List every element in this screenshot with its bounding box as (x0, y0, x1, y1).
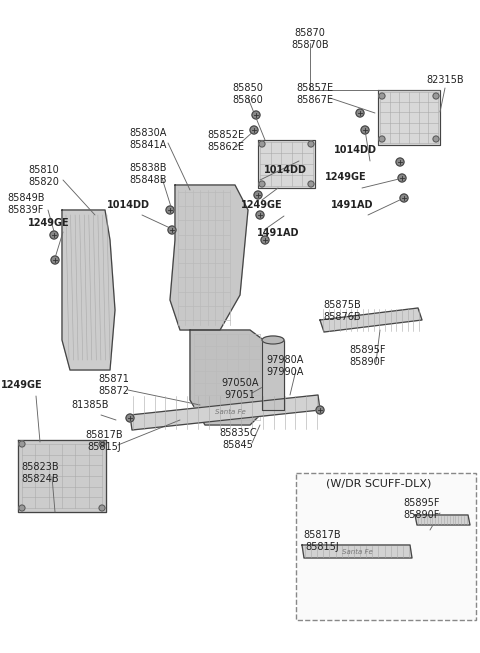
Circle shape (259, 141, 265, 147)
Text: 85835C
85845: 85835C 85845 (219, 428, 257, 450)
Circle shape (396, 158, 404, 166)
Circle shape (168, 226, 176, 234)
Text: 85895F
85890F: 85895F 85890F (350, 345, 386, 366)
Polygon shape (190, 330, 280, 425)
Text: 85830A
85841A: 85830A 85841A (129, 128, 167, 150)
Text: 1249GE: 1249GE (28, 218, 70, 228)
Text: 85895F
85890F: 85895F 85890F (404, 498, 440, 520)
Circle shape (51, 256, 59, 264)
Circle shape (398, 174, 406, 182)
Circle shape (99, 505, 105, 511)
Circle shape (308, 181, 314, 187)
Text: 1014DD: 1014DD (107, 200, 149, 210)
Text: 1249GE: 1249GE (1, 380, 43, 390)
Circle shape (433, 136, 439, 142)
Text: 1249GE: 1249GE (325, 172, 367, 182)
Circle shape (316, 406, 324, 414)
Text: 85852E
85862E: 85852E 85862E (207, 130, 245, 151)
Text: 85850
85860: 85850 85860 (233, 83, 264, 104)
Bar (262, 340, 284, 410)
Circle shape (19, 505, 25, 511)
Ellipse shape (262, 336, 284, 344)
Circle shape (166, 206, 174, 214)
Circle shape (99, 441, 105, 447)
Text: 85810
85820: 85810 85820 (29, 165, 60, 187)
Polygon shape (18, 440, 106, 512)
Text: 97050A
97051: 97050A 97051 (221, 378, 259, 400)
Text: 82315B: 82315B (426, 75, 464, 85)
Text: 85823B
85824B: 85823B 85824B (21, 462, 59, 484)
Circle shape (379, 136, 385, 142)
Text: 85871
85872: 85871 85872 (98, 374, 130, 396)
Text: 85838B
85848B: 85838B 85848B (129, 163, 167, 185)
Circle shape (50, 231, 58, 239)
Bar (296, 473, 476, 620)
Polygon shape (302, 545, 412, 558)
Text: 85849B
85839F: 85849B 85839F (7, 193, 45, 215)
Text: 1491AD: 1491AD (257, 228, 299, 238)
Text: 1014DD: 1014DD (334, 145, 376, 155)
Circle shape (379, 93, 385, 99)
Circle shape (433, 93, 439, 99)
Circle shape (308, 141, 314, 147)
Circle shape (250, 126, 258, 134)
Text: 81385B: 81385B (71, 400, 109, 410)
Polygon shape (62, 210, 115, 370)
Text: (W/DR SCUFF-DLX): (W/DR SCUFF-DLX) (326, 478, 432, 488)
Circle shape (259, 181, 265, 187)
Text: Santa Fe: Santa Fe (215, 409, 245, 415)
Text: 1249GE: 1249GE (241, 200, 283, 210)
Circle shape (361, 126, 369, 134)
Text: 85857E
85867E: 85857E 85867E (297, 83, 334, 104)
Circle shape (252, 111, 260, 119)
Text: 1491AD: 1491AD (331, 200, 373, 210)
Text: 85817B
85815J: 85817B 85815J (303, 530, 341, 552)
Circle shape (261, 236, 269, 244)
Text: 85875B
85876B: 85875B 85876B (323, 300, 361, 321)
Circle shape (356, 109, 364, 117)
Circle shape (400, 194, 408, 202)
Polygon shape (258, 140, 315, 188)
Circle shape (254, 191, 262, 199)
Polygon shape (378, 90, 440, 145)
Text: 97980A
97990A: 97980A 97990A (266, 355, 304, 377)
Text: Santa Fe: Santa Fe (342, 549, 372, 555)
Circle shape (19, 441, 25, 447)
Text: 1014DD: 1014DD (264, 165, 307, 175)
Text: 85817B
85815J: 85817B 85815J (85, 430, 123, 452)
Polygon shape (320, 308, 422, 332)
Text: 85870
85870B: 85870 85870B (291, 28, 329, 50)
Circle shape (256, 211, 264, 219)
Polygon shape (130, 395, 320, 430)
Circle shape (126, 414, 134, 422)
Polygon shape (170, 185, 248, 330)
Polygon shape (415, 515, 470, 525)
